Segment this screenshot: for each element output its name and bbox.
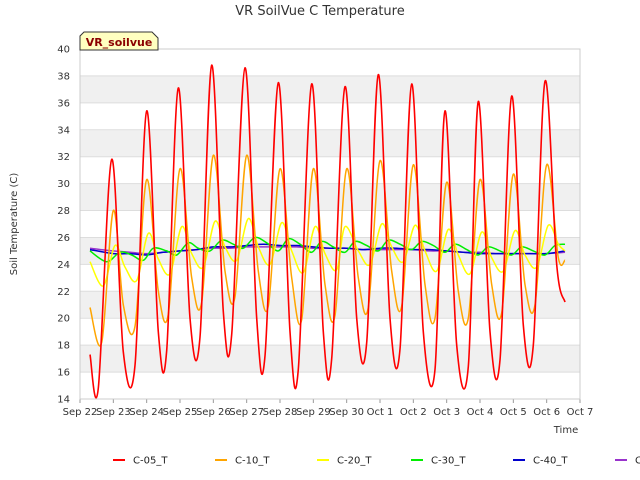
legend-label: C-50_T: [635, 456, 640, 467]
y-tick-label: 40: [57, 45, 70, 56]
legend-label: C-20_T: [337, 456, 372, 467]
y-tick-label: 36: [57, 98, 70, 109]
grid-band: [80, 345, 580, 373]
y-tick-label: 14: [57, 395, 70, 406]
y-tick-label: 20: [57, 314, 70, 325]
series-lines: [89, 64, 566, 399]
series-line-c-10-t: [89, 154, 566, 347]
x-tick-label: Sep 27: [229, 407, 264, 418]
y-tick-label: 32: [57, 152, 70, 163]
y-tick-label: 38: [57, 71, 70, 82]
y-tick-label: 34: [57, 125, 70, 136]
x-tick-label: Sep 22: [63, 407, 98, 418]
x-tick-label: Oct 7: [567, 407, 594, 418]
legend: C-05_T C-10_T C-20_T C-30_T C-40_T C-50_T: [113, 456, 640, 467]
legend-label: C-30_T: [431, 456, 466, 467]
plot-background: [80, 75, 580, 373]
x-tick-label: Oct 2: [400, 407, 427, 418]
y-tick-label: 26: [57, 233, 70, 244]
legend-label: C-10_T: [235, 456, 270, 467]
legend-item: C-30_T: [411, 456, 466, 467]
y-tick-label: 28: [57, 206, 70, 217]
grid-band: [80, 237, 580, 265]
site-badge: VR_soilvue: [79, 31, 159, 51]
y-tick-label: 16: [57, 368, 70, 379]
legend-item: C-50_T: [615, 456, 640, 467]
x-tick-label: Oct 4: [467, 407, 494, 418]
plot-frame: [79, 48, 581, 400]
x-tick-label: Sep 23: [96, 407, 131, 418]
y-tick-label: 24: [57, 260, 70, 271]
grid-band: [80, 75, 580, 103]
x-tick-label: Sep 28: [263, 407, 298, 418]
legend-item: C-20_T: [317, 456, 372, 467]
site-badge-label: VR_soilvue: [86, 36, 153, 49]
x-tick-label: Sep 24: [129, 407, 164, 418]
y-tick-label: 22: [57, 287, 70, 298]
legend-label: C-40_T: [533, 456, 568, 467]
x-axis-title: Time: [553, 425, 578, 436]
grid-band: [80, 129, 580, 157]
x-tick-label: Oct 3: [433, 407, 460, 418]
x-tick-label: Sep 25: [163, 407, 198, 418]
chart-title: VR SoilVue C Temperature: [235, 4, 404, 19]
y-axis-title: Soil Temperature (C): [9, 173, 20, 276]
y-axis-ticks: 14 16 18 20 22 24 26 28 30 32 34 36 38 40: [57, 45, 70, 406]
grid-band: [80, 183, 580, 211]
y-tick-label: 30: [57, 179, 70, 190]
x-tick-label: Sep 29: [296, 407, 331, 418]
series-line-c-05-t: [89, 64, 566, 399]
x-tick-label: Sep 26: [196, 407, 231, 418]
x-tick-label: Sep 30: [329, 407, 364, 418]
x-tick-label: Oct 1: [367, 407, 394, 418]
site-badge-shape: [79, 31, 159, 51]
legend-item: C-05_T: [113, 456, 168, 467]
x-tick-label: Oct 6: [533, 407, 560, 418]
x-tick-label: Oct 5: [500, 407, 527, 418]
legend-item: C-40_T: [513, 456, 568, 467]
legend-label: C-05_T: [133, 456, 168, 467]
legend-item: C-10_T: [215, 456, 270, 467]
series-line-c-20-t: [89, 217, 566, 287]
y-tick-label: 18: [57, 341, 70, 352]
